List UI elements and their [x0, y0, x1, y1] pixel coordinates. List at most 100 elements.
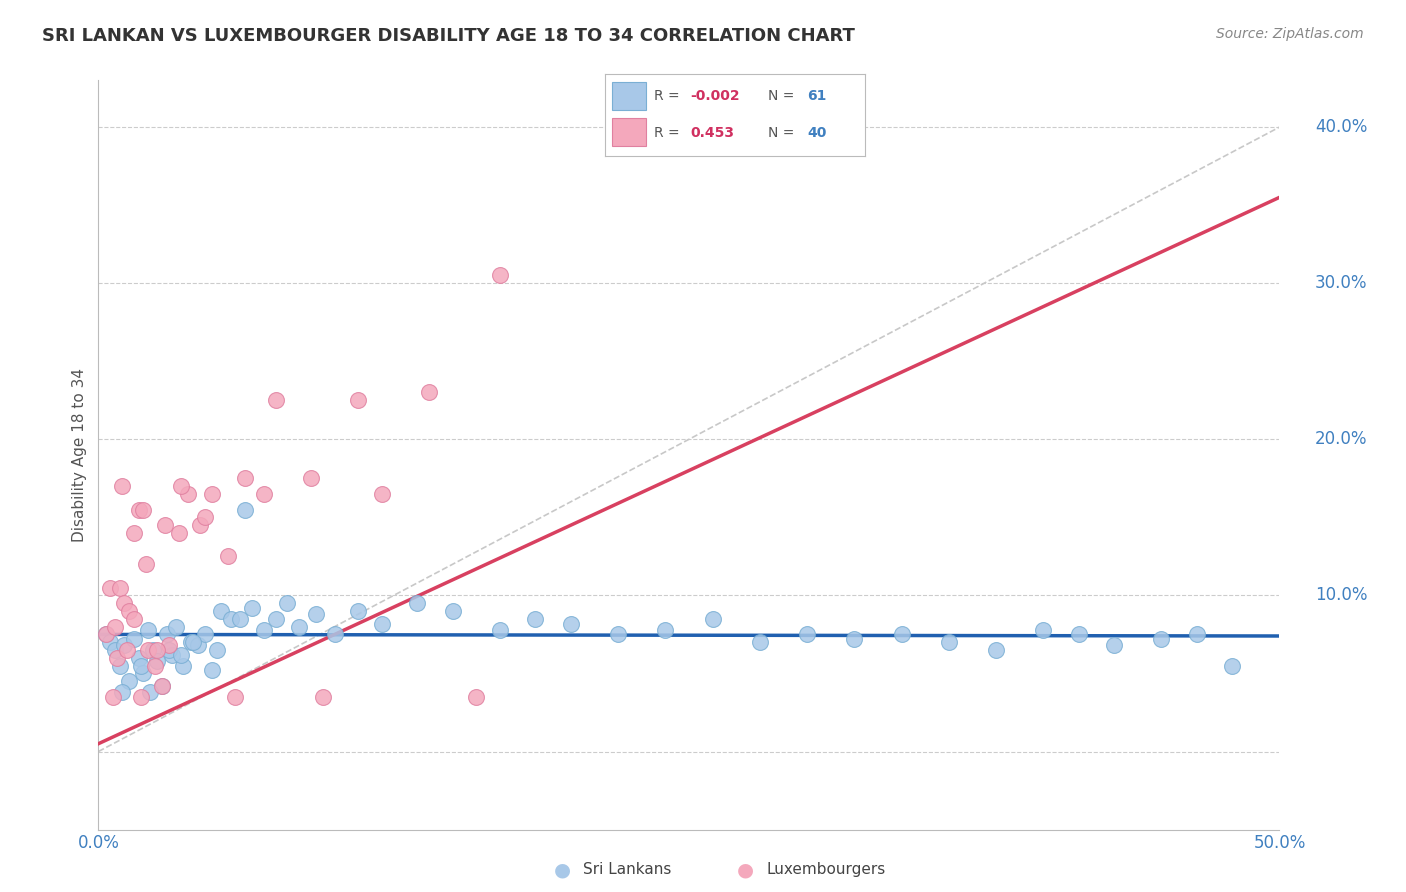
Point: [489, 623, 512, 637]
Point: [108, 581, 131, 595]
Text: 61: 61: [807, 89, 827, 103]
Point: [139, 685, 162, 699]
Point: [418, 385, 440, 400]
Point: [441, 604, 464, 618]
Text: R =: R =: [654, 89, 683, 103]
Point: [160, 648, 183, 662]
Point: [165, 620, 187, 634]
Point: [748, 635, 770, 649]
Text: 20.0%: 20.0%: [1315, 430, 1368, 449]
Point: [299, 471, 322, 485]
Point: [1185, 627, 1208, 641]
Point: [702, 612, 724, 626]
Point: [984, 643, 1007, 657]
Point: [115, 643, 138, 657]
Point: [217, 549, 239, 564]
Point: [156, 627, 179, 641]
Point: [201, 664, 224, 678]
Text: Source: ZipAtlas.com: Source: ZipAtlas.com: [1216, 27, 1364, 41]
Point: [112, 596, 135, 610]
Point: [112, 639, 135, 653]
Point: [180, 635, 202, 649]
Point: [105, 651, 128, 665]
Point: [167, 526, 190, 541]
Point: [118, 604, 141, 618]
Text: N =: N =: [769, 126, 799, 140]
Point: [111, 479, 134, 493]
Point: [104, 643, 127, 657]
Point: [224, 690, 246, 704]
Text: 0.0%: 0.0%: [77, 834, 120, 852]
Point: [101, 690, 124, 704]
Point: [607, 627, 630, 641]
Point: [560, 616, 582, 631]
Text: Luxembourgers: Luxembourgers: [766, 863, 886, 877]
Y-axis label: Disability Age 18 to 34: Disability Age 18 to 34: [72, 368, 87, 542]
Point: [323, 627, 346, 641]
Point: [135, 557, 157, 572]
Text: 50.0%: 50.0%: [1253, 834, 1306, 852]
Point: [465, 690, 488, 704]
Point: [240, 601, 263, 615]
Point: [1032, 623, 1054, 637]
Point: [201, 487, 224, 501]
Point: [844, 632, 866, 647]
Bar: [613, 119, 647, 146]
Point: [170, 648, 193, 662]
Point: [98, 581, 121, 595]
Point: [347, 393, 370, 408]
Point: [229, 612, 252, 626]
Point: [94, 627, 117, 641]
Point: [194, 627, 217, 641]
Text: ●: ●: [737, 860, 754, 880]
Point: [264, 612, 287, 626]
Point: [94, 627, 117, 641]
Point: [654, 623, 676, 637]
Point: [796, 627, 818, 641]
Point: [132, 666, 155, 681]
Point: [177, 487, 200, 501]
Point: [172, 658, 194, 673]
Point: [157, 643, 180, 657]
Point: [276, 596, 298, 610]
Point: [98, 635, 121, 649]
Point: [1220, 658, 1243, 673]
Point: [1150, 632, 1173, 647]
Point: [312, 690, 335, 704]
Point: [188, 518, 211, 533]
Text: 10.0%: 10.0%: [1315, 586, 1368, 605]
Point: [143, 658, 166, 673]
Point: [219, 612, 242, 626]
Point: [1067, 627, 1090, 641]
Point: [136, 623, 159, 637]
Point: [122, 632, 145, 647]
Point: [157, 639, 180, 653]
Point: [305, 607, 328, 622]
Point: [128, 502, 150, 516]
Point: [938, 635, 960, 649]
Point: [132, 502, 155, 516]
Point: [890, 627, 912, 641]
Point: [489, 268, 512, 283]
Text: 40.0%: 40.0%: [1315, 118, 1367, 136]
Point: [181, 635, 204, 649]
Point: [371, 487, 394, 501]
Point: [136, 643, 159, 657]
Point: [187, 639, 209, 653]
Point: [118, 674, 141, 689]
Point: [524, 612, 547, 626]
Point: [233, 471, 256, 485]
Point: [347, 604, 370, 618]
Point: [129, 690, 152, 704]
Point: [129, 658, 152, 673]
Point: [142, 643, 165, 657]
Text: R =: R =: [654, 126, 689, 140]
Text: 40: 40: [807, 126, 827, 140]
Text: Sri Lankans: Sri Lankans: [583, 863, 672, 877]
Text: -0.002: -0.002: [690, 89, 740, 103]
Point: [205, 643, 228, 657]
Point: [233, 502, 256, 516]
Point: [146, 643, 169, 657]
Point: [128, 651, 150, 665]
Point: [122, 612, 145, 626]
